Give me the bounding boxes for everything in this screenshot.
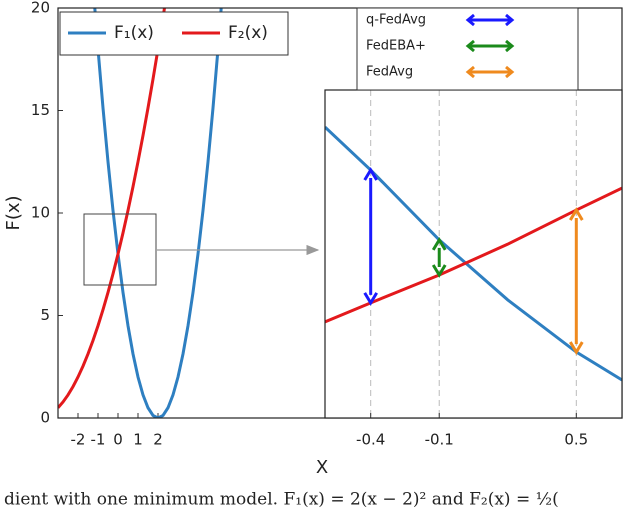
y-tick-label: 15 — [31, 101, 50, 119]
series-line — [93, 8, 223, 418]
caption: dient with one minimum model. F₁(x) = 2(… — [4, 490, 559, 510]
arrow — [569, 207, 584, 355]
arrow-head — [569, 341, 584, 355]
legend-label: F₂(x) — [228, 23, 268, 43]
legend-swatch — [465, 39, 515, 53]
legend-label: q-FedAvg — [366, 13, 426, 28]
y-tick-label: 20 — [31, 0, 50, 17]
x-axis-label: X — [316, 457, 328, 478]
x-tick-label: 0 — [113, 431, 123, 449]
x-tick-label: -0.4 — [356, 431, 385, 449]
legend-label: FedAvg — [366, 65, 413, 80]
x-tick-label: 1 — [133, 431, 143, 449]
series-line — [58, 8, 166, 409]
arrow-head — [363, 167, 378, 181]
legend-label: FedEBA+ — [366, 39, 426, 54]
y-tick-label: 5 — [40, 306, 50, 324]
arrow — [431, 236, 447, 278]
arrow-head — [569, 207, 584, 221]
x-tick-label: 0.5 — [564, 431, 588, 449]
series-line — [325, 186, 622, 324]
arrow-head — [431, 264, 447, 278]
x-tick-label: -0.1 — [425, 431, 454, 449]
zoom-box — [83, 213, 157, 286]
legend-box — [356, 7, 579, 91]
y-tick-label: 0 — [40, 409, 50, 427]
y-tick-label: 10 — [31, 204, 50, 222]
x-tick-label: -1 — [91, 431, 106, 449]
arrow-head — [431, 236, 447, 251]
legend-swatch — [465, 13, 515, 27]
y-axis-label: F(x) — [3, 195, 24, 230]
inset-background — [325, 90, 622, 418]
x-tick-label: -2 — [71, 431, 86, 449]
legend-label: F₁(x) — [114, 23, 154, 43]
series-line — [325, 125, 622, 382]
x-tick-label: 2 — [153, 431, 163, 449]
arrow — [363, 167, 378, 306]
legend-swatch — [465, 65, 515, 79]
arrow-head — [363, 292, 378, 306]
